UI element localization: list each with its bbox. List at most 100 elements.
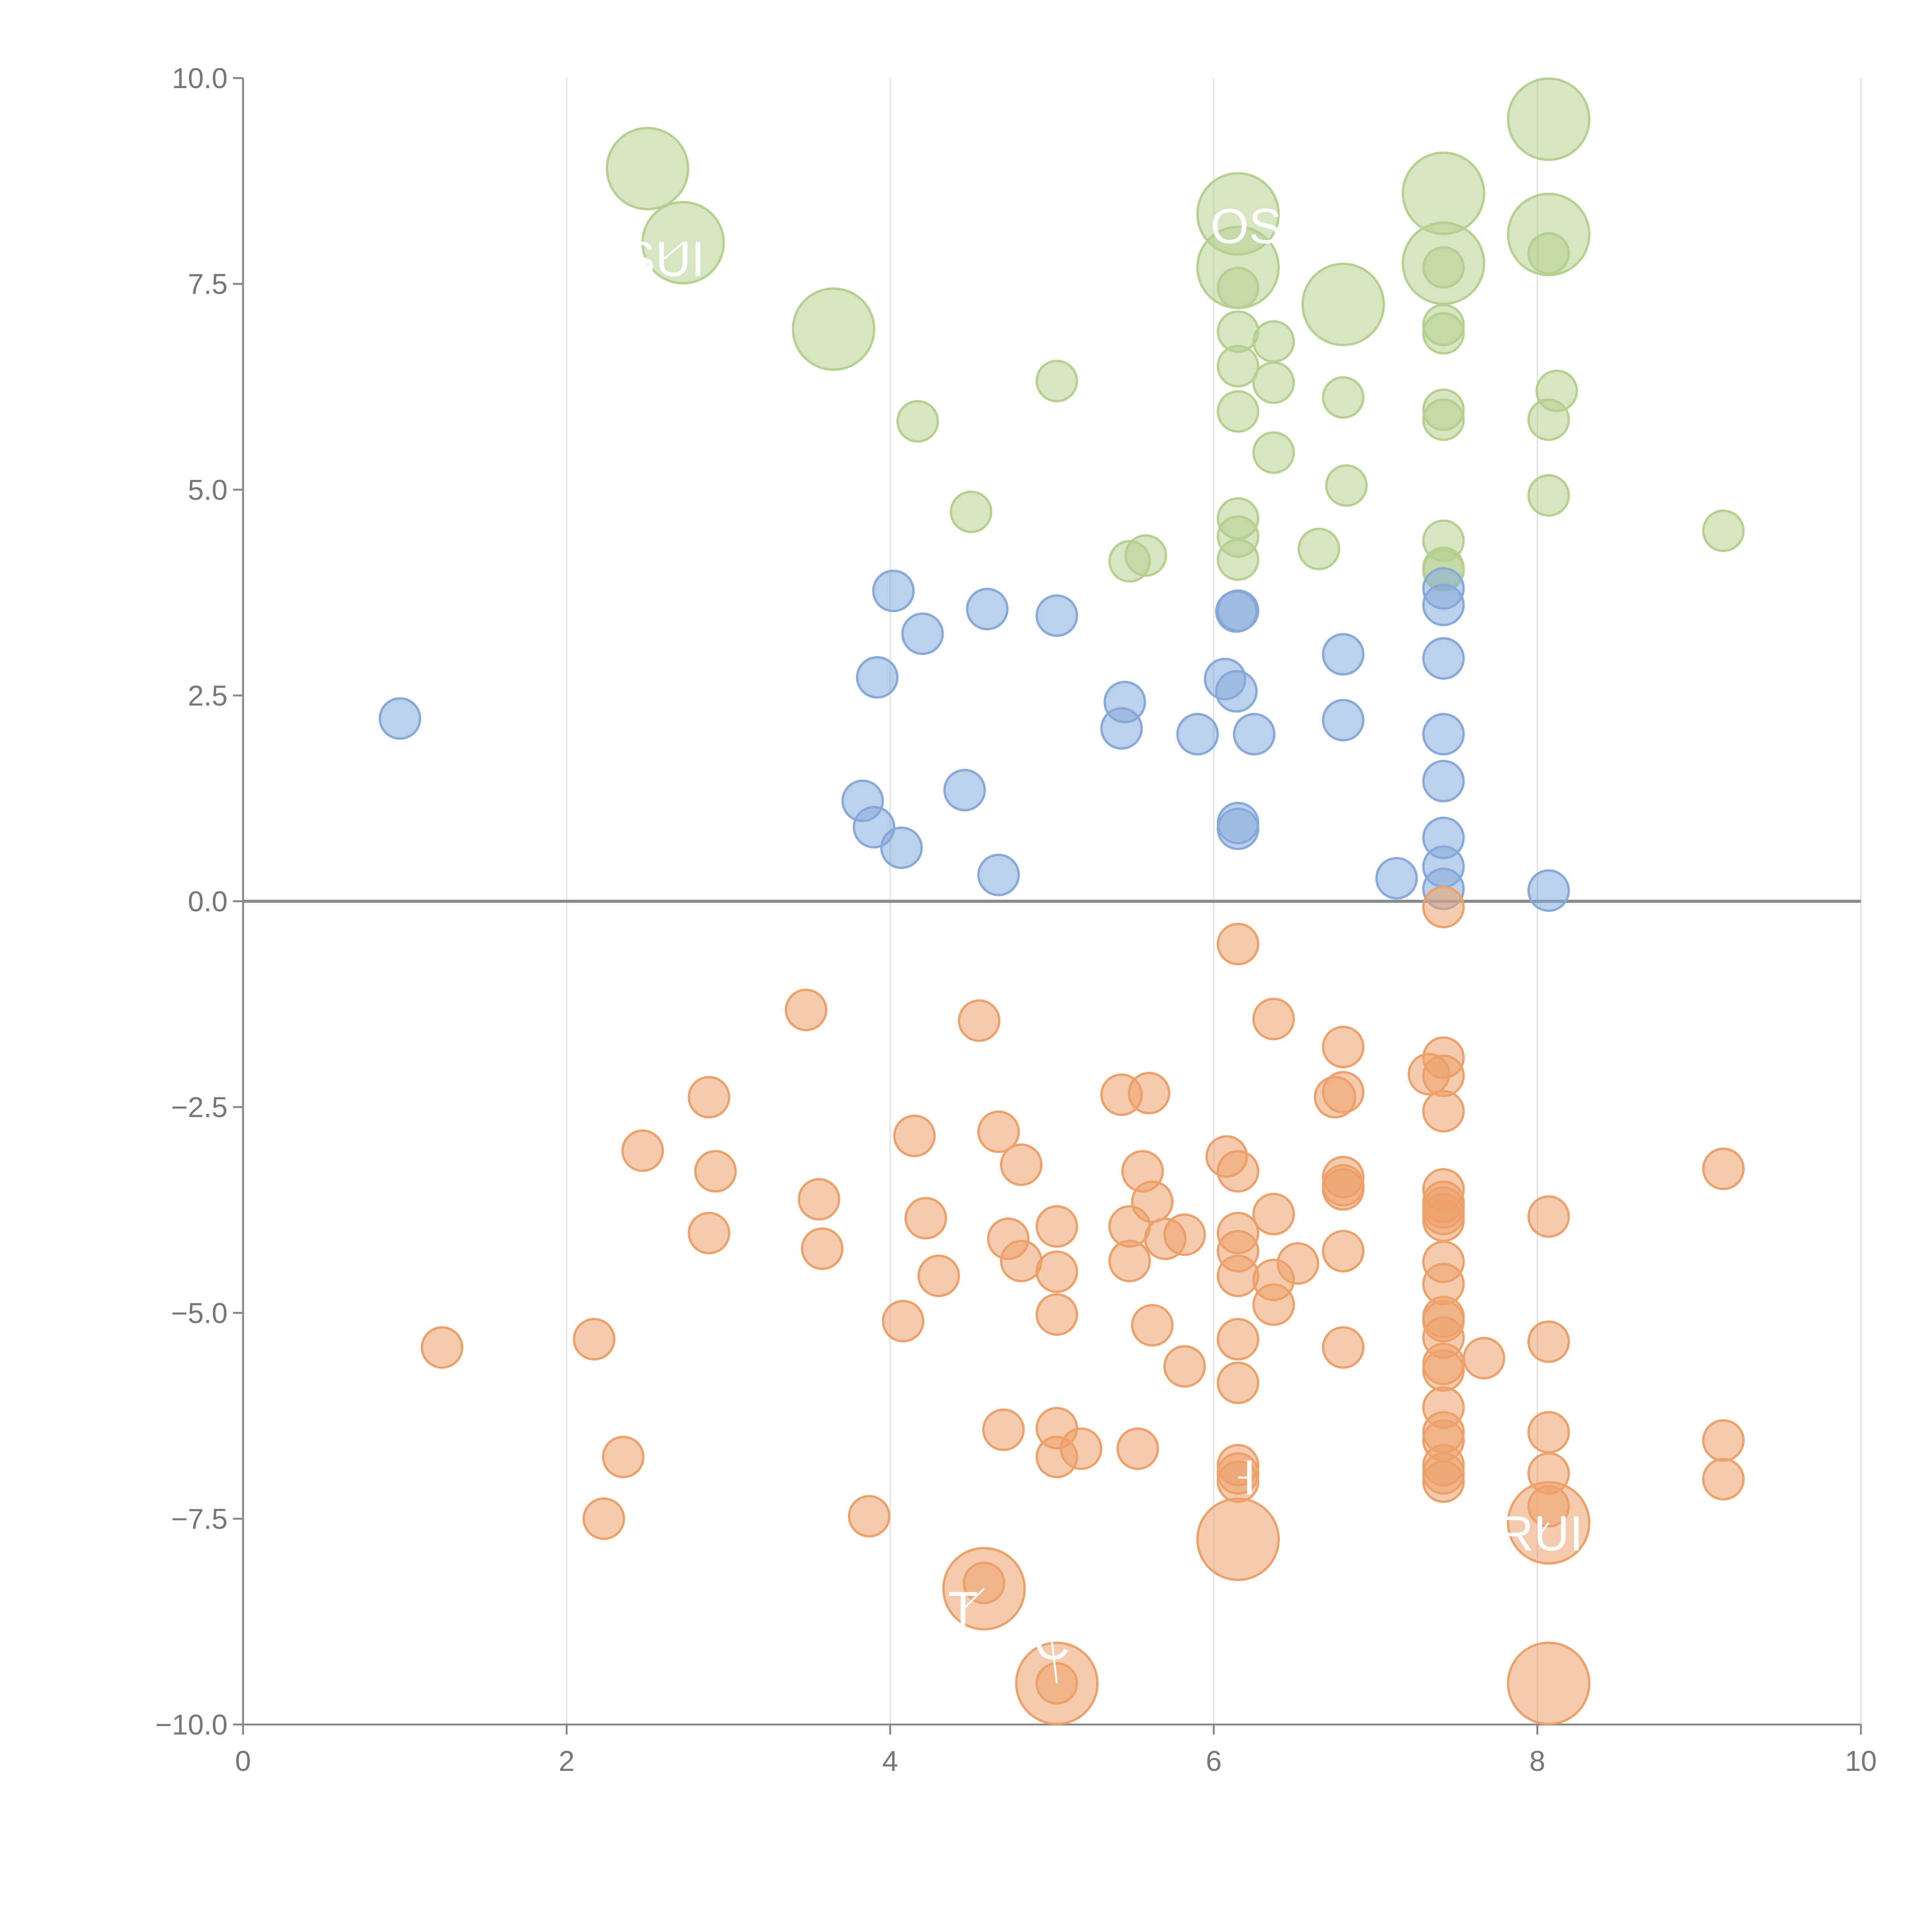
point-label: T bbox=[948, 1582, 978, 1637]
orange-point bbox=[1196, 1497, 1280, 1581]
blue-point bbox=[1322, 633, 1365, 676]
green-point bbox=[1702, 509, 1745, 552]
orange-point bbox=[1163, 1213, 1206, 1256]
orange-point bbox=[1217, 1254, 1260, 1297]
orange-point bbox=[694, 1150, 737, 1193]
orange-point bbox=[1108, 1240, 1151, 1282]
blue-point bbox=[856, 656, 899, 699]
orange-point bbox=[1252, 998, 1295, 1041]
orange-point bbox=[785, 988, 828, 1031]
orange-point bbox=[602, 1435, 645, 1478]
y-tick-label: 0.0 bbox=[188, 886, 228, 918]
green-point bbox=[1298, 527, 1340, 570]
axis-layer: 10.0 7.5 5.0 2.5 0.0 −2.5 −5.0 −7.5 −10.00 2 4 6 8 10 bbox=[155, 62, 1877, 1777]
orange-point bbox=[1036, 1250, 1078, 1293]
green-point bbox=[1527, 474, 1570, 517]
green-point bbox=[1252, 320, 1295, 363]
blue-point bbox=[880, 827, 923, 869]
orange-point bbox=[798, 1178, 840, 1221]
point-label: RUI bbox=[1498, 1506, 1583, 1561]
orange-point bbox=[1422, 1460, 1465, 1503]
x-tick-label: 0 bbox=[235, 1745, 251, 1777]
green-point bbox=[1252, 361, 1295, 404]
green-point bbox=[1301, 262, 1385, 346]
orange-point bbox=[1131, 1304, 1174, 1347]
label-leader bbox=[962, 1588, 985, 1610]
orange-point bbox=[893, 1114, 936, 1157]
green-point bbox=[896, 400, 939, 443]
x-tick-label: 10 bbox=[1845, 1745, 1877, 1777]
blue-point bbox=[1322, 699, 1365, 742]
orange-point bbox=[1000, 1240, 1043, 1282]
green-point bbox=[1036, 360, 1078, 403]
blue-point bbox=[1233, 713, 1276, 756]
blue-point bbox=[966, 588, 1009, 631]
orange-point bbox=[1314, 1076, 1357, 1119]
y-tick-label: 10.0 bbox=[172, 62, 228, 94]
y-tick-label: −7.5 bbox=[171, 1503, 228, 1535]
blue-point bbox=[1215, 670, 1258, 713]
orange-point bbox=[687, 1076, 730, 1119]
orange-point bbox=[1217, 923, 1260, 966]
label-leader bbox=[1051, 1642, 1058, 1684]
orange-point bbox=[1422, 886, 1465, 929]
orange-point bbox=[1422, 1349, 1465, 1392]
orange-point bbox=[1276, 1242, 1319, 1285]
orange-point bbox=[1252, 1283, 1295, 1326]
orange-point bbox=[1252, 1193, 1295, 1236]
point-label: C bbox=[1034, 1615, 1070, 1670]
orange-point bbox=[1036, 1293, 1078, 1336]
orange-point bbox=[1527, 1411, 1570, 1454]
orange-point bbox=[848, 1495, 891, 1537]
orange-point bbox=[1322, 1326, 1365, 1369]
green-point bbox=[1422, 312, 1465, 355]
orange-point bbox=[1422, 1054, 1465, 1097]
orange-point bbox=[1527, 1320, 1570, 1363]
orange-point bbox=[1507, 1641, 1590, 1725]
orange-point bbox=[801, 1227, 844, 1270]
blue-point bbox=[977, 854, 1020, 896]
x-tick-label: 6 bbox=[1206, 1745, 1222, 1777]
blue-point bbox=[1375, 857, 1418, 900]
green-point bbox=[1322, 376, 1365, 419]
orange-point bbox=[1322, 1168, 1365, 1211]
orange-point bbox=[982, 1408, 1025, 1451]
orange-point bbox=[582, 1497, 625, 1540]
green-point bbox=[792, 287, 876, 371]
orange-point bbox=[1217, 1361, 1260, 1404]
green-point bbox=[1252, 431, 1295, 474]
blue-point bbox=[1527, 869, 1570, 912]
y-tick-label: −2.5 bbox=[171, 1091, 228, 1123]
blue-point bbox=[379, 697, 422, 740]
y-tick-label: −5.0 bbox=[171, 1297, 228, 1329]
orange-point bbox=[904, 1197, 947, 1240]
blue-point bbox=[1217, 808, 1260, 850]
blue-point bbox=[872, 570, 915, 612]
orange-point bbox=[1322, 1026, 1365, 1068]
label-leader bbox=[663, 242, 684, 260]
blue-point bbox=[1036, 594, 1078, 637]
orange-point bbox=[958, 999, 1001, 1042]
orange-point bbox=[1036, 1205, 1078, 1248]
orange-point bbox=[687, 1212, 730, 1255]
orange-point bbox=[1463, 1337, 1505, 1379]
green-point bbox=[1325, 464, 1368, 507]
orange-point bbox=[1217, 1460, 1260, 1503]
orange-point bbox=[1527, 1485, 1570, 1528]
green-point bbox=[1507, 77, 1590, 161]
green-point bbox=[950, 490, 993, 533]
green-point bbox=[605, 127, 689, 211]
label-layer: SUI OS RUI T C I bbox=[622, 199, 1583, 1684]
point-label: OS bbox=[1210, 199, 1282, 254]
x-tick-label: 8 bbox=[1529, 1745, 1545, 1777]
point-label: SUI bbox=[622, 232, 705, 287]
orange-point bbox=[1128, 1071, 1170, 1114]
blue-point bbox=[1422, 760, 1465, 803]
green-point bbox=[1422, 246, 1465, 289]
orange-point bbox=[573, 1318, 616, 1361]
x-tick-label: 4 bbox=[882, 1745, 898, 1777]
point-label: I bbox=[1243, 1450, 1257, 1505]
green-point bbox=[1217, 390, 1260, 433]
